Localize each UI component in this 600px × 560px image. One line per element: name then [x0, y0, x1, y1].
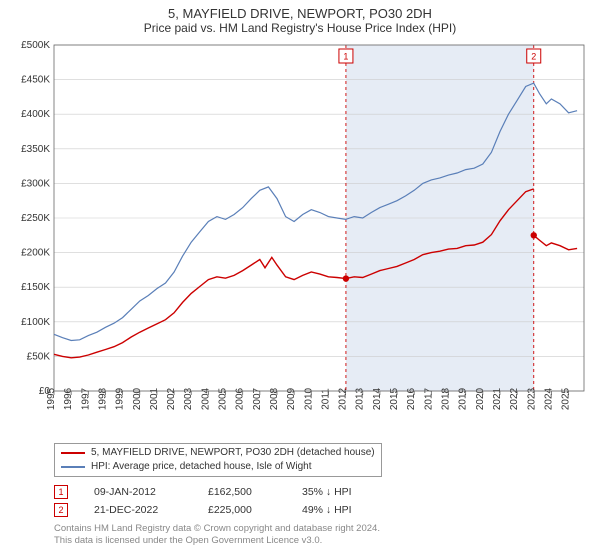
marker-price: £225,000 [208, 504, 276, 516]
chart-svg: £0£50K£100K£150K£200K£250K£300K£350K£400… [10, 39, 590, 439]
y-tick-label: £450K [21, 75, 50, 86]
marker-table-row: 1 09-JAN-2012 £162,500 35% ↓ HPI [54, 483, 590, 501]
y-tick-label: £100K [21, 317, 50, 328]
sale-marker-dot [343, 275, 349, 281]
footer-line2: This data is licensed under the Open Gov… [54, 535, 590, 547]
marker-badge: 2 [54, 503, 68, 517]
chart-area: £0£50K£100K£150K£200K£250K£300K£350K£400… [10, 39, 590, 439]
y-tick-label: £400K [21, 109, 50, 120]
marker-badge: 1 [54, 485, 68, 499]
y-tick-label: £50K [27, 351, 51, 362]
y-tick-label: £200K [21, 248, 50, 259]
legend-swatch [61, 466, 85, 468]
marker-date: 09-JAN-2012 [94, 486, 182, 498]
legend-label: HPI: Average price, detached house, Isle… [91, 460, 312, 474]
chart-subtitle: Price paid vs. HM Land Registry's House … [10, 21, 590, 35]
marker-table-row: 2 21-DEC-2022 £225,000 49% ↓ HPI [54, 501, 590, 519]
legend-box: 5, MAYFIELD DRIVE, NEWPORT, PO30 2DH (de… [54, 443, 382, 477]
y-tick-label: £500K [21, 40, 50, 51]
y-tick-label: £300K [21, 178, 50, 189]
marker-pct: 49% ↓ HPI [302, 504, 392, 516]
sale-marker-flag-text: 2 [531, 52, 536, 62]
y-tick-label: £350K [21, 144, 50, 155]
y-tick-label: £150K [21, 282, 50, 293]
chart-container: 5, MAYFIELD DRIVE, NEWPORT, PO30 2DH Pri… [0, 0, 600, 560]
footer-line1: Contains HM Land Registry data © Crown c… [54, 523, 590, 535]
marker-date: 21-DEC-2022 [94, 504, 182, 516]
legend-swatch [61, 452, 85, 454]
sale-marker-table: 1 09-JAN-2012 £162,500 35% ↓ HPI 2 21-DEC-202… [54, 483, 590, 519]
marker-pct: 35% ↓ HPI [302, 486, 392, 498]
legend-label: 5, MAYFIELD DRIVE, NEWPORT, PO30 2DH (de… [91, 446, 375, 460]
legend-row: HPI: Average price, detached house, Isle… [61, 460, 375, 474]
marker-price: £162,500 [208, 486, 276, 498]
y-tick-label: £250K [21, 213, 50, 224]
legend-row: 5, MAYFIELD DRIVE, NEWPORT, PO30 2DH (de… [61, 446, 375, 460]
sale-marker-flag-text: 1 [343, 52, 348, 62]
footer-attribution: Contains HM Land Registry data © Crown c… [54, 523, 590, 547]
chart-title: 5, MAYFIELD DRIVE, NEWPORT, PO30 2DH [10, 6, 590, 21]
sale-marker-dot [531, 232, 537, 238]
